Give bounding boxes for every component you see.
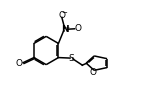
Text: O: O [16,59,23,68]
Text: O: O [90,68,97,77]
Text: N: N [61,25,68,34]
Text: S: S [69,54,74,63]
Text: +: + [65,25,70,30]
Text: O: O [75,24,81,33]
Text: O: O [58,11,65,20]
Text: −: − [62,10,68,16]
